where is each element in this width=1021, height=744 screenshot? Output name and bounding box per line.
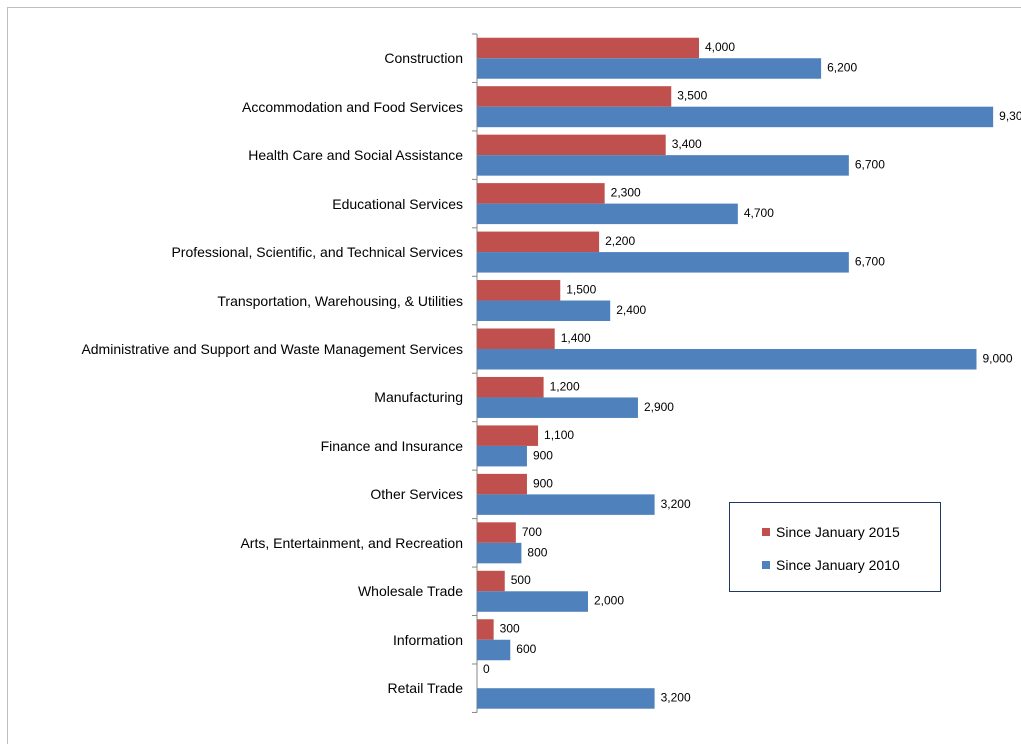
bar: [477, 494, 655, 515]
y-tick-label: Retail Trade: [388, 658, 463, 718]
bar: [477, 473, 527, 495]
value-label: 2,900: [644, 400, 674, 414]
y-tick-label-text: Wholesale Trade: [357, 583, 463, 600]
y-tick-label: Professional, Scientific, and Technical …: [171, 222, 463, 282]
value-label: 1,200: [550, 379, 580, 393]
value-label: 1,100: [544, 428, 574, 442]
y-tick-label-text: Arts, Entertainment, and Recreation: [240, 534, 463, 551]
value-label: 900: [533, 448, 553, 462]
value-label: 600: [516, 642, 536, 656]
bar: [477, 183, 605, 204]
bar: [477, 445, 527, 467]
value-label: 1,400: [561, 331, 591, 345]
bar: [477, 425, 539, 446]
value-label: 3,200: [661, 497, 691, 511]
bar: [477, 570, 505, 592]
value-label: 4,700: [744, 206, 774, 220]
y-tick-label: Manufacturing: [374, 367, 463, 427]
value-label: 1,500: [566, 282, 596, 296]
y-tick-label-text: Other Services: [370, 486, 463, 503]
value-label: 6,700: [855, 158, 885, 172]
y-tick-label: Information: [393, 610, 463, 670]
y-tick-label-text: Professional, Scientific, and Technical …: [171, 244, 463, 261]
value-label: 700: [522, 525, 542, 539]
value-label: 9,300: [999, 109, 1021, 123]
y-tick-label-text: Information: [392, 631, 463, 648]
y-tick-label-text: Construction: [384, 50, 463, 67]
bar: [477, 134, 666, 156]
bar: [477, 300, 611, 322]
y-tick-label: Transportation, Warehousing, & Utilities: [217, 271, 463, 331]
bar: [477, 397, 638, 418]
y-tick-label: Health Care and Social Assistance: [248, 125, 463, 185]
bar: [477, 522, 516, 543]
bar: [477, 203, 738, 225]
bar: [477, 86, 672, 107]
bar: [477, 542, 522, 564]
bar: [477, 252, 849, 273]
value-label: 2,400: [616, 303, 646, 317]
y-tick-label-text: Finance and Insurance: [320, 437, 463, 454]
bar: [477, 639, 511, 661]
y-tick-label: Construction: [384, 28, 463, 88]
legend-entry: Since January 2015: [762, 515, 940, 548]
bar: [477, 376, 544, 398]
bar: [477, 106, 994, 128]
bar: [477, 155, 849, 176]
y-tick-label: Finance and Insurance: [321, 416, 463, 476]
bar: [477, 37, 699, 59]
y-tick-label-text: Health Care and Social Assistance: [248, 147, 463, 164]
bar: [477, 348, 977, 370]
value-label: 500: [511, 573, 531, 587]
y-tick-label: Other Services: [370, 464, 463, 524]
bar: [477, 231, 600, 253]
legend-swatch: [762, 560, 770, 569]
value-label: 3,400: [672, 137, 702, 151]
y-tick-label: Administrative and Support and Waste Man…: [81, 319, 463, 379]
value-label: 300: [500, 622, 520, 636]
y-tick-label-text: Retail Trade: [387, 680, 463, 697]
bar: [477, 591, 588, 612]
value-label: 2,200: [605, 234, 635, 248]
value-label: 9,000: [983, 351, 1013, 365]
y-tick-label: Accommodation and Food Services: [242, 77, 463, 137]
y-tick-label-text: Educational Services: [332, 195, 463, 212]
value-label: 800: [527, 545, 547, 559]
value-label: 2,300: [611, 186, 641, 200]
y-tick-label-text: Manufacturing: [374, 389, 463, 406]
value-label: 3,200: [661, 691, 691, 705]
value-label: 4,000: [705, 40, 735, 54]
y-tick-label: Educational Services: [332, 174, 463, 234]
value-label: 2,000: [594, 594, 624, 608]
bar: [477, 688, 655, 709]
value-label: 3,500: [677, 89, 707, 103]
y-tick-label-text: Accommodation and Food Services: [242, 98, 463, 115]
legend-swatch: [762, 527, 770, 536]
y-tick-label-text: Transportation, Warehousing, & Utilities: [217, 292, 463, 309]
bar: [477, 280, 561, 301]
legend-entry: Since January 2010: [762, 548, 940, 581]
bar: [477, 619, 494, 640]
legend-label: Since January 2015: [776, 523, 900, 540]
legend: Since January 2015 Since January 2010: [729, 502, 941, 592]
y-tick-label-text: Administrative and Support and Waste Man…: [81, 340, 463, 357]
value-label: 900: [533, 476, 553, 490]
y-tick-label: Wholesale Trade: [358, 561, 463, 621]
bar: [477, 58, 822, 79]
chart-frame: [7, 7, 1021, 744]
value-label: 0: [483, 662, 490, 676]
value-label: 6,200: [827, 61, 857, 75]
y-tick-label: Arts, Entertainment, and Recreation: [240, 513, 463, 573]
legend-label: Since January 2010: [776, 556, 900, 573]
bar: [477, 328, 555, 349]
value-label: 6,700: [855, 254, 885, 268]
